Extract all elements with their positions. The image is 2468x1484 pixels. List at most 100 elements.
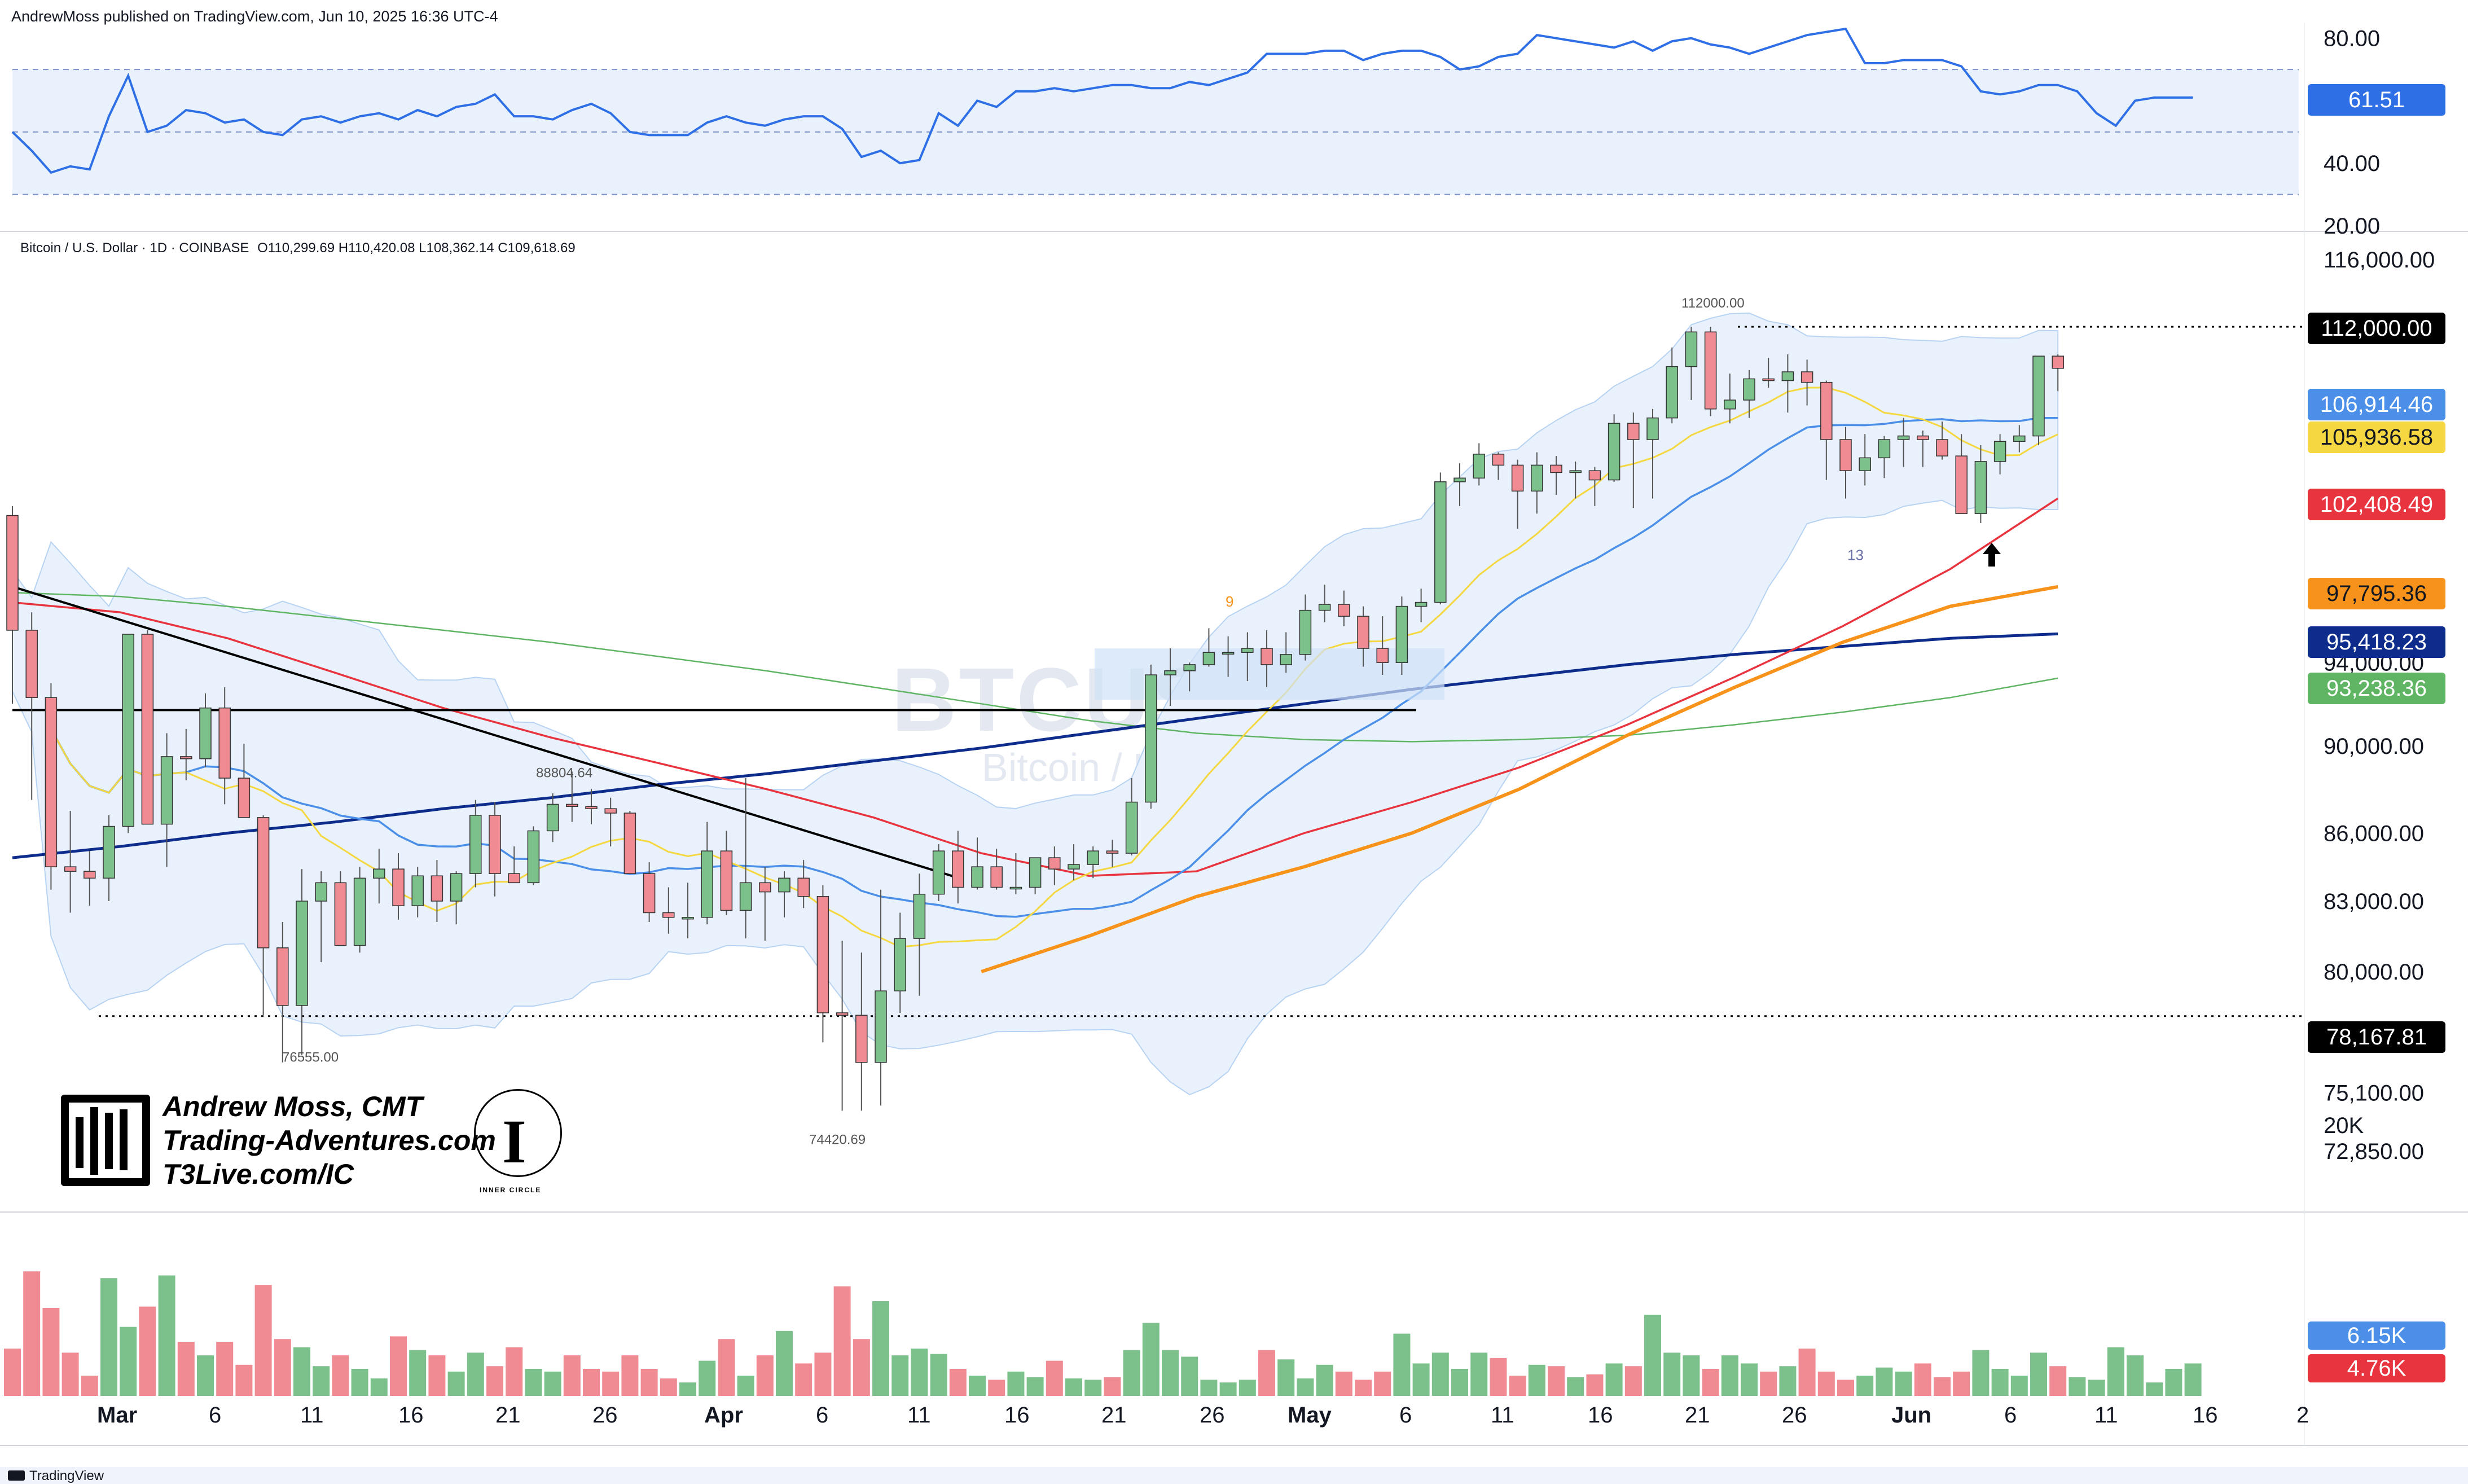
brand-line-3[interactable]: T3Live.com/IC: [163, 1158, 354, 1190]
inner-circle-text: INNER CIRCLE: [480, 1186, 542, 1194]
x-label: May: [1288, 1403, 1332, 1428]
candle-down: [1550, 464, 1562, 473]
volume-bar: [660, 1378, 677, 1396]
ohlc-values: O110,299.69 H110,420.08 L108,362.14 C109…: [257, 240, 576, 256]
trendline-descending: [12, 585, 960, 880]
candle-down: [508, 873, 520, 884]
candle-down: [257, 817, 270, 949]
volume-bar: [833, 1286, 851, 1396]
volume-bar: [544, 1371, 561, 1396]
volume-bar: [621, 1355, 639, 1396]
candle-down: [2052, 355, 2064, 369]
volume-bar: [853, 1339, 870, 1396]
volume-bar: [2010, 1376, 2028, 1396]
volume-bar: [1374, 1371, 1391, 1396]
brand-line-2[interactable]: Trading-Adventures.com: [163, 1125, 496, 1156]
volume-bar: [2184, 1363, 2202, 1396]
volume-bar: [2049, 1366, 2067, 1396]
price-tick-label: 72,850.00: [2324, 1139, 2424, 1164]
volume-bar: [1567, 1377, 1584, 1396]
x-label: 11: [1491, 1403, 1514, 1428]
candle-up: [1299, 609, 1312, 655]
candle-up: [1743, 378, 1755, 401]
x-label: 16: [398, 1403, 424, 1428]
volume-bar: [81, 1376, 98, 1396]
volume-bar: [4, 1349, 21, 1396]
volume-bar: [2088, 1380, 2105, 1396]
volume-bar: [100, 1278, 117, 1396]
x-label: 11: [907, 1403, 931, 1428]
x-label: Apr: [704, 1403, 743, 1428]
volume-bar: [525, 1369, 542, 1396]
candle-up: [932, 850, 945, 895]
candle-down: [720, 850, 733, 911]
volume-bar: [216, 1342, 234, 1396]
tradingview-logo-text[interactable]: TradingView: [29, 1468, 104, 1483]
candle-up: [315, 882, 327, 902]
published-header: AndrewMoss published on TradingView.com,…: [11, 8, 498, 25]
volume-bar: [177, 1342, 195, 1396]
td-count-annotation: 13: [1847, 546, 1864, 563]
candle-up: [1202, 652, 1215, 665]
level-78167-badge: 78,167.81: [2308, 1021, 2445, 1053]
volume-bar: [2069, 1377, 2086, 1396]
candle-up: [527, 830, 540, 884]
candle-up: [1318, 604, 1331, 611]
candle-up: [1897, 435, 1910, 440]
candle-up: [913, 893, 926, 939]
price-tick-label: 86,000.00: [2324, 821, 2424, 846]
td-count-annotation: 9: [1226, 593, 1233, 610]
volume-bar: [911, 1349, 928, 1396]
candle-up: [450, 873, 463, 902]
candle-up: [1569, 470, 1582, 473]
volume-bar: [1297, 1378, 1314, 1396]
volume-bar: [1142, 1323, 1160, 1396]
sma200-line: [12, 632, 2058, 859]
volume-bar: [1817, 1371, 1835, 1396]
candle-up: [373, 868, 385, 879]
candle-up: [296, 901, 308, 1006]
candle-down: [431, 875, 443, 902]
rsi-tick-label: 80.00: [2324, 27, 2380, 51]
x-label: Mar: [97, 1403, 138, 1428]
instrument-legend[interactable]: Bitcoin / U.S. Dollar · 1D · COINBASE O1…: [20, 240, 576, 256]
volume-bar: [2127, 1355, 2144, 1396]
volume-bar: [795, 1363, 813, 1396]
volume-bar: [1200, 1380, 1218, 1396]
candle-down: [180, 756, 192, 759]
volume-bar: [1393, 1333, 1411, 1396]
candle-up: [1685, 331, 1698, 367]
volume-bar: [197, 1355, 214, 1396]
volume-bar: [1065, 1378, 1082, 1396]
volume-bar: [1586, 1374, 1604, 1396]
rsi-last-badge: 61.51: [2308, 84, 2445, 116]
candle-down: [990, 866, 1003, 888]
candle-up: [1781, 371, 1794, 381]
footer-bar: TradingView: [0, 1467, 2468, 1484]
inner-circle-letter: I: [502, 1107, 526, 1176]
candle-down: [816, 896, 829, 1013]
volume-bar: [467, 1353, 484, 1396]
candle-down: [797, 877, 810, 897]
candle-down: [1357, 616, 1369, 649]
tradingview-logo-icon: [8, 1470, 25, 1481]
candle-up: [1993, 441, 2006, 462]
volume-bar: [313, 1366, 330, 1396]
volume-up-last-badge: 6.15K: [2308, 1321, 2445, 1350]
price-tick-label: 116,000.00: [2324, 248, 2435, 273]
sma50-last-badge: 102,408.49: [2308, 489, 2445, 520]
volume-bar: [583, 1369, 600, 1396]
candle-up: [2032, 355, 2045, 437]
candle-up: [682, 916, 694, 920]
volume-bar: [2146, 1382, 2163, 1396]
volume-bar: [872, 1301, 889, 1396]
volume-bar: [390, 1336, 407, 1396]
candle-up: [778, 877, 791, 893]
sma10-last-badge: 105,936.58: [2308, 422, 2445, 453]
low-annotation: 76555.00: [282, 1050, 339, 1065]
candle-up: [1434, 481, 1447, 603]
volume-bar: [718, 1339, 735, 1396]
ema100-last-badge: 97,795.36: [2308, 578, 2445, 609]
candle-down: [1936, 439, 1948, 456]
